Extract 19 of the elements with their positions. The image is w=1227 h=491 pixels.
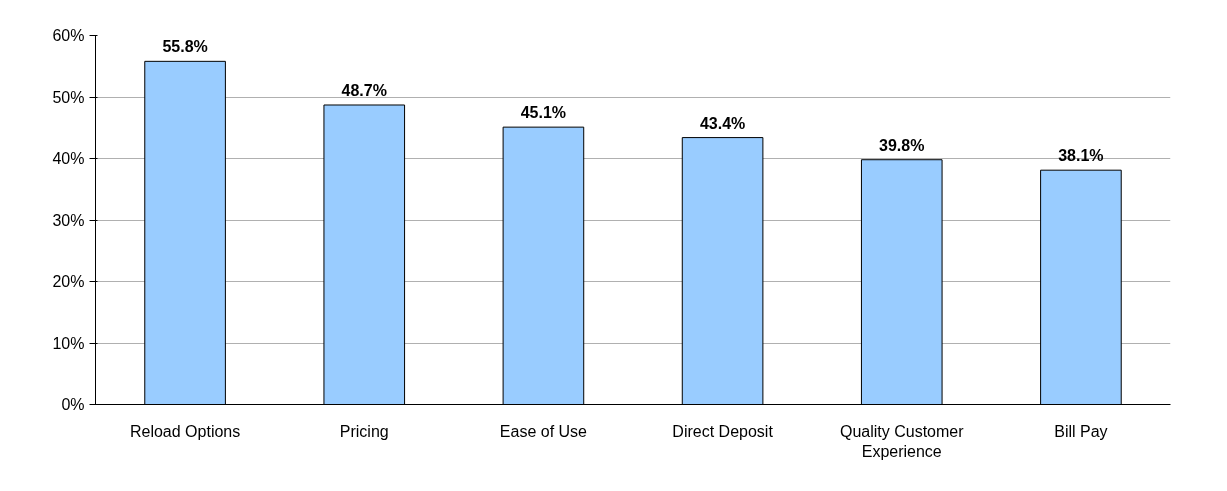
data-label: 45.1% xyxy=(520,104,567,122)
y-tick-label: 30% xyxy=(52,211,85,229)
y-tick-label: 50% xyxy=(52,88,85,106)
x-tick-label: Ease of Use xyxy=(499,422,588,440)
y-tick-label: 60% xyxy=(52,27,85,44)
y-tick-label: 10% xyxy=(52,334,85,352)
x-tick-label: Pricing xyxy=(339,422,389,440)
x-tick-label: Quality Customer Experience xyxy=(839,422,965,460)
y-tick-label: 0% xyxy=(61,396,85,413)
x-tick-label: Reload Options xyxy=(129,422,241,440)
data-label: 38.1% xyxy=(1058,147,1104,165)
data-label: 43.4% xyxy=(699,114,746,132)
y-tick-label: 40% xyxy=(52,150,85,167)
data-label: 39.8% xyxy=(879,136,925,154)
x-tick-label: Bill Pay xyxy=(1054,422,1108,440)
x-tick-label: Direct Deposit xyxy=(672,422,774,440)
data-label: 48.7% xyxy=(341,82,387,99)
data-label: 55.8% xyxy=(162,38,208,56)
y-tick-label: 20% xyxy=(52,273,85,290)
